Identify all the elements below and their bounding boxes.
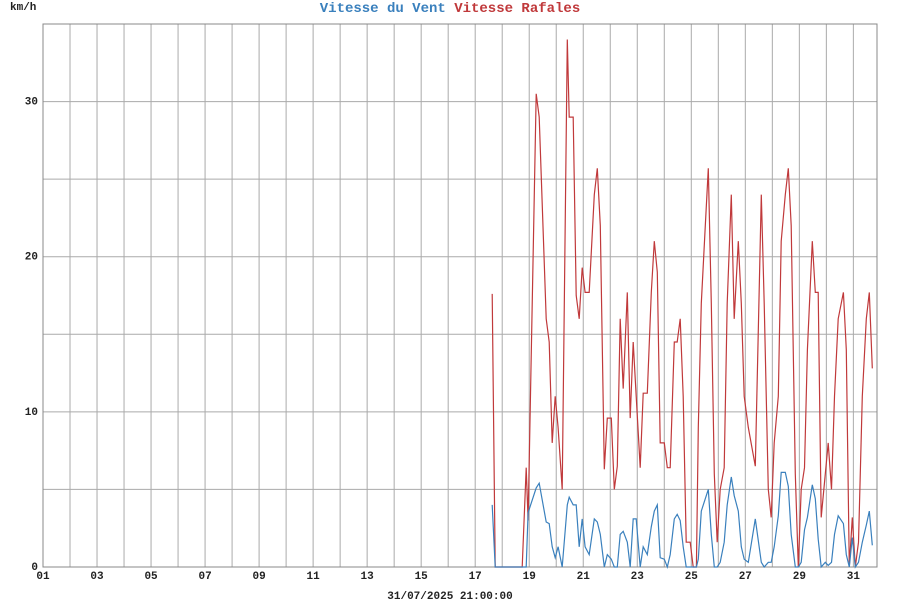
series-line <box>491 471 873 570</box>
series-line <box>491 39 873 568</box>
x-tick-label: 29 <box>793 571 806 583</box>
x-tick-label: 05 <box>144 571 158 583</box>
x-tick-label: 23 <box>631 571 645 583</box>
x-tick-label: 01 <box>36 571 50 583</box>
x-tick-label: 13 <box>361 571 375 583</box>
y-tick-label: 20 <box>25 252 38 264</box>
y-tick-label: 10 <box>25 407 38 419</box>
x-tick-label: 25 <box>685 571 699 583</box>
x-tick-label: 07 <box>198 571 211 583</box>
legend-entry: Vitesse Rafales <box>454 1 580 17</box>
x-tick-label: 21 <box>577 571 591 583</box>
y-tick-label: 30 <box>25 96 38 108</box>
x-tick-label: 19 <box>523 571 536 583</box>
y-unit: km/h <box>10 2 36 14</box>
plot-border <box>42 23 878 568</box>
x-tick-label: 31 <box>847 571 861 583</box>
x-tick-label: 09 <box>252 571 265 583</box>
x-tick-label: 11 <box>307 571 321 583</box>
footer-date: 31/07/2025 21:00:00 <box>387 591 512 600</box>
legend: Vitesse du Vent Vitesse Rafales <box>320 1 580 17</box>
x-tick-label: 15 <box>415 571 429 583</box>
x-tick-label: 27 <box>739 571 752 583</box>
x-tick-label: 17 <box>469 571 482 583</box>
legend-entry: Vitesse du Vent <box>320 1 446 17</box>
x-tick-label: 03 <box>90 571 104 583</box>
y-tick-label: 0 <box>31 562 38 574</box>
